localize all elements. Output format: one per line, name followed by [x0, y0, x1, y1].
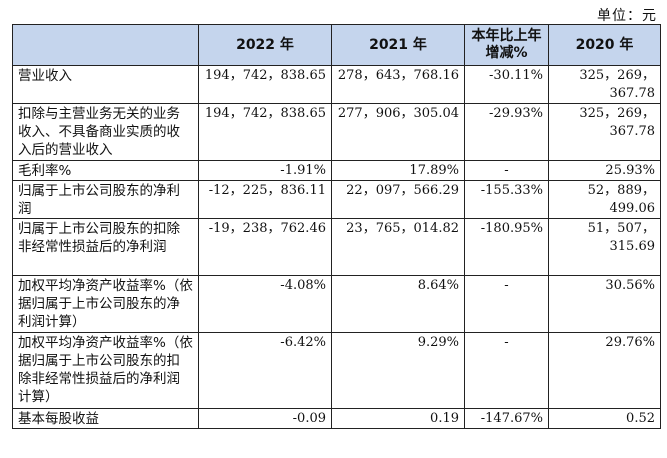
table-row: 归属于上市公司股东的扣除非经常性损益后的净利润 -19，238，762.46 2…	[12, 218, 661, 276]
financial-table: 2022 年 2021 年 本年比上年增减% 2020 年 营业收入 194，7…	[12, 24, 661, 429]
row-label: 归属于上市公司股东的净利润	[12, 180, 199, 219]
cell-2021: 278，643，768.16	[331, 65, 465, 104]
cell-2020: 29.76%	[548, 332, 661, 409]
cell-change: -	[464, 275, 549, 333]
unit-label: 单位：元	[597, 8, 657, 24]
table-row: 归属于上市公司股东的净利润 -12，225，836.11 22，097，566.…	[12, 180, 661, 219]
table-row: 扣除与主营业务无关的业务收入、不具备商业实质的收入后的营业收入 194，742，…	[12, 103, 661, 161]
cell-2020: 30.56%	[548, 275, 661, 333]
cell-2022: 194，742，838.65	[198, 65, 332, 104]
table-row: 营业收入 194，742，838.65 278，643，768.16 -30.1…	[12, 65, 661, 104]
cell-2021: 8.64%	[331, 275, 465, 333]
cell-change: -155.33%	[464, 180, 549, 219]
cell-2022: 194，742，838.65	[198, 103, 332, 161]
row-label: 加权平均净资产收益率%（依据归属于上市公司股东的扣除非经常性损益后的净利润计算）	[12, 332, 199, 409]
cell-change: -147.67%	[464, 408, 549, 429]
row-label: 归属于上市公司股东的扣除非经常性损益后的净利润	[12, 218, 199, 276]
header-cell-2021: 2021 年	[331, 24, 465, 66]
cell-2020: 51，507，315.69	[548, 218, 661, 276]
cell-2020: 0.52	[548, 408, 661, 429]
table-row: 基本每股收益 -0.09 0.19 -147.67% 0.52	[12, 408, 661, 429]
cell-2022: -19，238，762.46	[198, 218, 332, 276]
header-row: 2022 年 2021 年 本年比上年增减% 2020 年	[12, 24, 661, 66]
cell-2022: -0.09	[198, 408, 332, 429]
cell-2020: 25.93%	[548, 160, 661, 181]
cell-change: -180.95%	[464, 218, 549, 276]
cell-2020: 325，269，367.78	[548, 103, 661, 161]
row-label: 扣除与主营业务无关的业务收入、不具备商业实质的收入后的营业收入	[12, 103, 199, 161]
cell-2022: -12，225，836.11	[198, 180, 332, 219]
cell-2021: 23，765，014.82	[331, 218, 465, 276]
cell-2022: -4.08%	[198, 275, 332, 333]
cell-2020: 52，889，499.06	[548, 180, 661, 219]
row-label: 加权平均净资产收益率%（依据归属于上市公司股东的净利润计算）	[12, 275, 199, 333]
cell-change: -29.93%	[464, 103, 549, 161]
table-row: 加权平均净资产收益率%（依据归属于上市公司股东的扣除非经常性损益后的净利润计算）…	[12, 332, 661, 409]
header-cell-2020: 2020 年	[548, 24, 661, 66]
cell-change: -30.11%	[464, 65, 549, 104]
cell-2021: 22，097，566.29	[331, 180, 465, 219]
table-row: 毛利率% -1.91% 17.89% - 25.93%	[12, 160, 661, 181]
table-row: 加权平均净资产收益率%（依据归属于上市公司股东的净利润计算） -4.08% 8.…	[12, 275, 661, 333]
row-label: 毛利率%	[12, 160, 199, 181]
cell-2022: -6.42%	[198, 332, 332, 409]
cell-change: -	[464, 160, 549, 181]
cell-2021: 0.19	[331, 408, 465, 429]
cell-2021: 17.89%	[331, 160, 465, 181]
header-cell-change: 本年比上年增减%	[464, 24, 549, 66]
cell-change: -	[464, 332, 549, 409]
row-label: 营业收入	[12, 65, 199, 104]
header-cell-2022: 2022 年	[198, 24, 332, 66]
header-cell-label	[12, 24, 199, 66]
cell-2021: 9.29%	[331, 332, 465, 409]
cell-2022: -1.91%	[198, 160, 332, 181]
cell-2021: 277，906，305.04	[331, 103, 465, 161]
row-label: 基本每股收益	[12, 408, 199, 429]
cell-2020: 325，269，367.78	[548, 65, 661, 104]
